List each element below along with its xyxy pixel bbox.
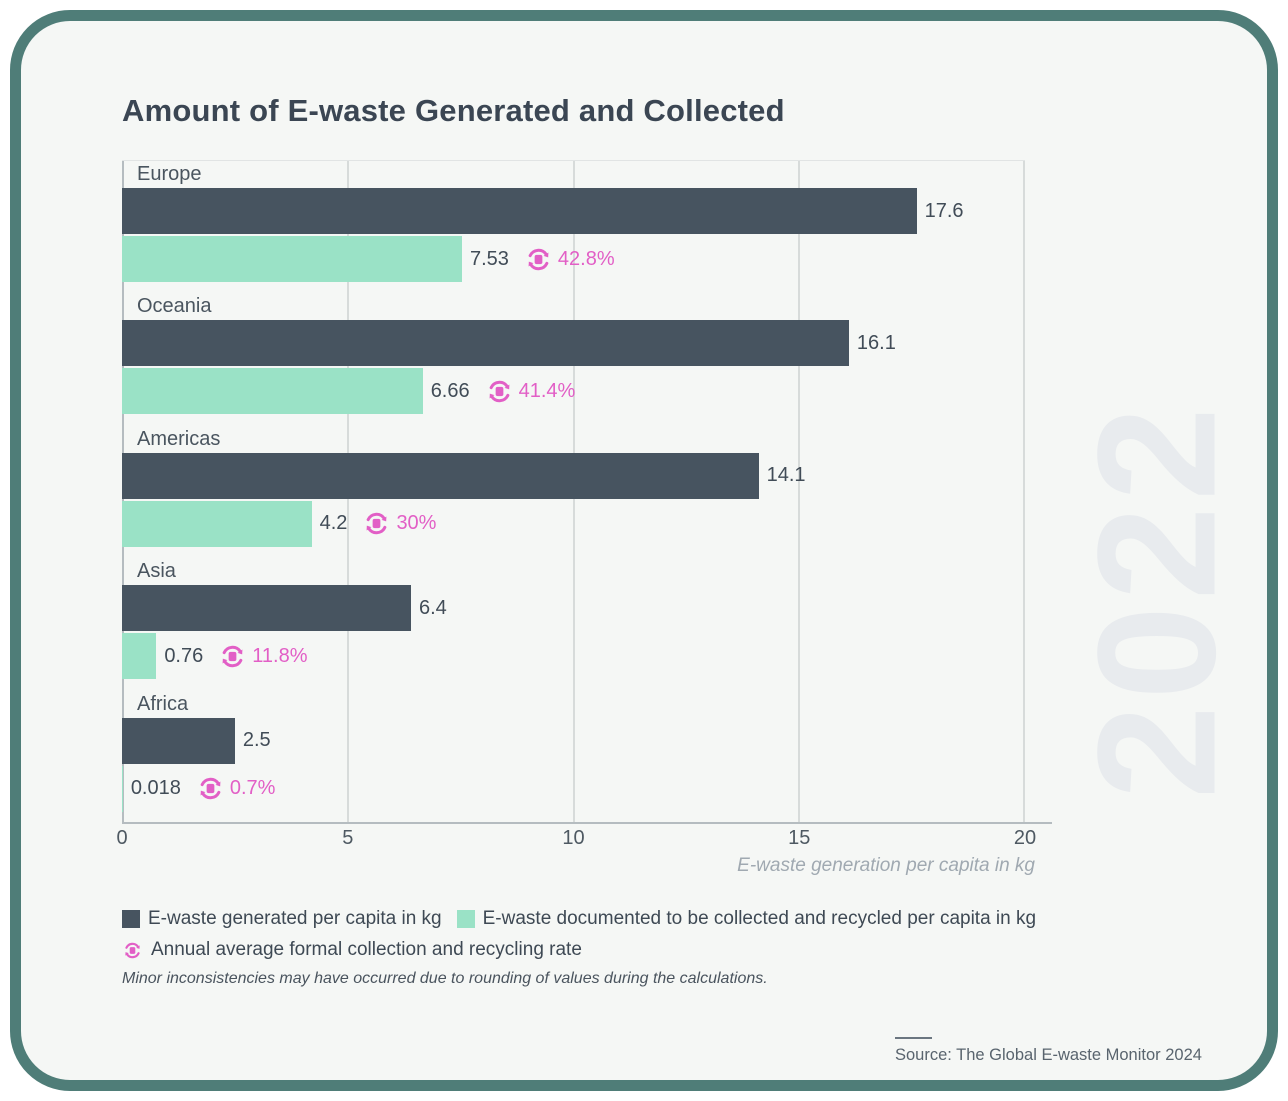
x-tick-0: 0 bbox=[116, 827, 128, 849]
year-watermark: 2022 bbox=[1062, 401, 1251, 799]
region-group-americas: Americas 14.1 4.2 30% bbox=[122, 426, 1025, 558]
rate-value-label: 11.8% bbox=[252, 644, 308, 667]
recycling-rate-icon bbox=[218, 642, 247, 671]
generated-bar-row: 6.4 bbox=[122, 585, 1025, 632]
collected-value-label: 0.018 bbox=[130, 777, 181, 800]
region-label: Americas bbox=[137, 427, 221, 450]
collected-bar-row: 0.018 0.7% bbox=[122, 765, 1025, 812]
recycling-rate: 41.4% bbox=[485, 377, 576, 406]
x-axis-label: E-waste generation per capita in kg bbox=[737, 855, 1035, 876]
generated-bar bbox=[122, 717, 235, 764]
collected-value-label: 7.53 bbox=[469, 247, 509, 270]
generated-bar bbox=[122, 585, 411, 632]
recycling-rate-icon bbox=[524, 245, 553, 274]
legend-item-collected: E-waste documented to be collected and r… bbox=[456, 908, 1037, 930]
recycling-rate-icon bbox=[196, 774, 225, 803]
generated-bar-row: 16.1 bbox=[122, 320, 1025, 367]
collected-bar-row: 6.66 41.4% bbox=[122, 368, 1025, 415]
rate-value-label: 0.7% bbox=[229, 777, 276, 800]
collected-swatch bbox=[456, 910, 475, 928]
collected-value-label: 6.66 bbox=[430, 379, 470, 402]
collected-bar-row: 4.2 30% bbox=[122, 500, 1025, 547]
region-group-africa: Africa 2.5 0.018 0.7% bbox=[122, 691, 1025, 823]
infographic-card: 2022 Amount of E-waste Generated and Col… bbox=[10, 10, 1278, 1091]
recycling-rate-icon bbox=[122, 940, 143, 961]
collected-bar-row: 7.53 42.8% bbox=[122, 236, 1025, 282]
recycling-rate-icon bbox=[485, 377, 514, 406]
rate-value-label: 30% bbox=[396, 512, 437, 535]
x-tick-15: 15 bbox=[788, 827, 811, 849]
collected-bar bbox=[122, 368, 423, 415]
generated-bar-row: 17.6 bbox=[122, 188, 1025, 234]
x-axis-line bbox=[122, 822, 1052, 824]
plot-area: Europe 17.6 7.53 42.8% Oceania 16.1 6.66 41.4… bbox=[122, 160, 1052, 824]
region-group-europe: Europe 17.6 7.53 42.8% bbox=[122, 161, 1025, 293]
legend-label-generated: E-waste generated per capita in kg bbox=[148, 908, 442, 929]
footnote: Minor inconsistencies may have occurred … bbox=[122, 970, 768, 987]
generated-bar-row: 14.1 bbox=[122, 452, 1025, 499]
rate-value-label: 41.4% bbox=[518, 379, 576, 402]
legend-row-2: Annual average formal collection and rec… bbox=[122, 939, 1232, 961]
legend: E-waste generated per capita in kg E-was… bbox=[122, 908, 1232, 988]
legend-row-1: E-waste generated per capita in kg E-was… bbox=[122, 908, 1232, 930]
region-label: Europe bbox=[137, 163, 202, 185]
x-tick-10: 10 bbox=[562, 827, 585, 849]
recycling-rate: 42.8% bbox=[524, 245, 615, 274]
generated-value-label: 2.5 bbox=[242, 729, 271, 752]
collected-value-label: 4.2 bbox=[319, 512, 348, 535]
legend-label-rate: Annual average formal collection and rec… bbox=[151, 939, 582, 960]
collected-bar bbox=[122, 633, 157, 680]
generated-bar bbox=[122, 188, 917, 234]
recycling-rate: 30% bbox=[362, 509, 436, 538]
recycling-rate-icon bbox=[362, 509, 391, 538]
region-label: Asia bbox=[137, 560, 176, 583]
bar-groups: Europe 17.6 7.53 42.8% Oceania 16.1 6.66 41.4… bbox=[122, 161, 1025, 822]
recycling-rate: 0.7% bbox=[196, 774, 276, 803]
region-group-oceania: Oceania 16.1 6.66 41.4% bbox=[122, 293, 1025, 425]
chart-title: Amount of E-waste Generated and Collecte… bbox=[122, 93, 785, 128]
region-label: Oceania bbox=[137, 295, 212, 318]
generated-value-label: 16.1 bbox=[856, 331, 896, 354]
legend-label-collected: E-waste documented to be collected and r… bbox=[482, 908, 1037, 929]
generated-value-label: 6.4 bbox=[418, 596, 447, 619]
x-tick-20: 20 bbox=[1013, 827, 1037, 849]
generated-bar-row: 2.5 bbox=[122, 717, 1025, 764]
source-divider bbox=[895, 1037, 932, 1039]
source-text: Source: The Global E-waste Monitor 2024 bbox=[895, 1046, 1202, 1064]
collected-value-label: 0.76 bbox=[164, 644, 204, 667]
region-group-asia: Asia 6.4 0.76 11.8% bbox=[122, 558, 1025, 690]
legend-item-rate: Annual average formal collection and rec… bbox=[122, 939, 582, 961]
x-tick-5: 5 bbox=[342, 827, 354, 849]
rate-value-label: 42.8% bbox=[557, 247, 615, 270]
gridline-20 bbox=[1023, 161, 1025, 822]
source-block: Source: The Global E-waste Monitor 2024 bbox=[895, 1037, 1267, 1065]
generated-swatch bbox=[122, 910, 140, 928]
gridline-15 bbox=[798, 161, 801, 822]
collected-bar bbox=[122, 765, 123, 812]
region-label: Africa bbox=[137, 692, 189, 715]
legend-item-generated: E-waste generated per capita in kg bbox=[122, 908, 442, 930]
recycling-rate: 11.8% bbox=[218, 642, 307, 671]
generated-value-label: 17.6 bbox=[924, 199, 964, 222]
x-axis-ticks: 0 5 10 15 20 bbox=[116, 827, 1036, 851]
collected-bar bbox=[122, 236, 462, 282]
generated-value-label: 14.1 bbox=[766, 464, 806, 487]
collected-bar-row: 0.76 11.8% bbox=[122, 633, 1025, 680]
generated-bar bbox=[122, 452, 759, 499]
generated-bar bbox=[122, 320, 849, 367]
collected-bar bbox=[122, 500, 312, 547]
